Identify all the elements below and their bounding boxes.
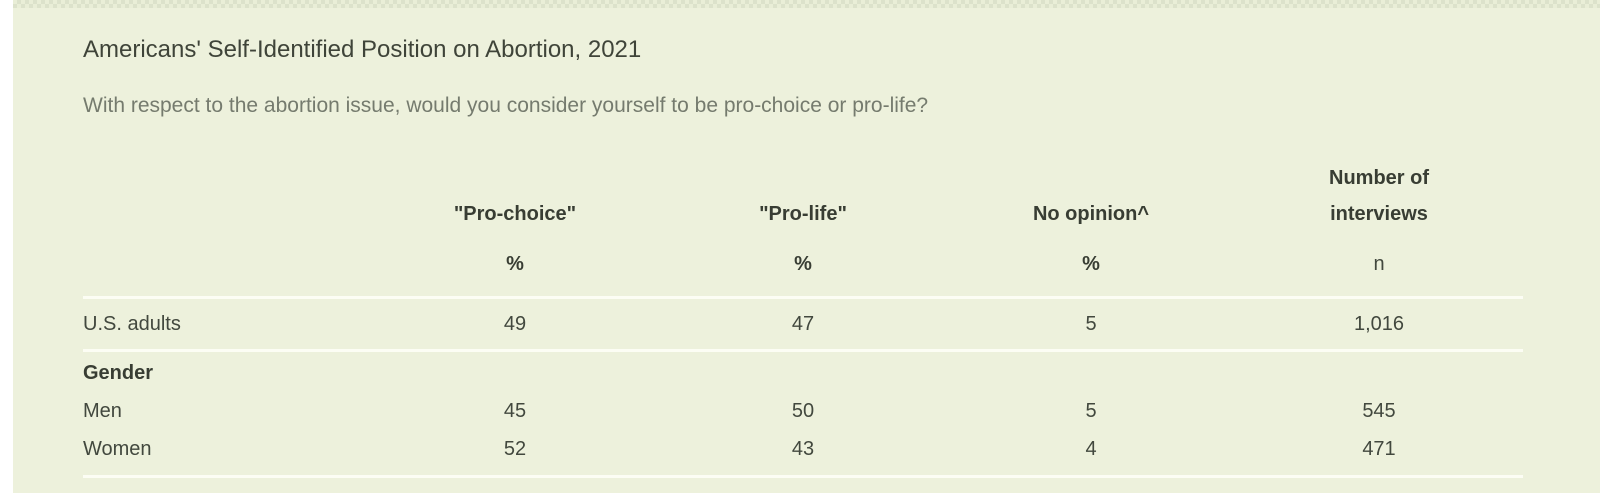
table-row-men: Men 45 50 5 545 — [83, 392, 1523, 430]
row-label-header-spacer — [83, 160, 371, 232]
unit-pro-life: % — [659, 232, 947, 299]
survey-table-card: Americans' Self-Identified Position on A… — [13, 0, 1600, 493]
column-header-number-of-interviews: Number of interviews — [1235, 160, 1523, 232]
unit-spacer — [83, 232, 371, 299]
column-header-label: "Pro-life" — [759, 203, 847, 225]
table-row-gender-section: Gender — [83, 351, 1523, 393]
cell-no-opinion: 4 — [947, 430, 1235, 478]
cell-pro-choice: 45 — [503, 400, 527, 422]
cell-pro-life: 50 — [791, 400, 815, 422]
card-content: Americans' Self-Identified Position on A… — [13, 36, 1600, 478]
column-header-line-top: Number of — [1329, 167, 1429, 189]
survey-results-table: "Pro-choice" "Pro-life" No opinion^ Numb… — [83, 160, 1523, 478]
empty-cell — [947, 351, 1235, 393]
cell-no-opinion: 5 — [1085, 400, 1097, 422]
empty-cell — [1235, 351, 1523, 393]
column-header-pro-choice: "Pro-choice" — [371, 160, 659, 232]
unit-pro-choice: % — [371, 232, 659, 299]
cell-no-opinion: 5 — [947, 297, 1235, 352]
cell-pro-choice: 49 — [371, 297, 659, 352]
row-label: Women — [83, 430, 371, 478]
table-header: "Pro-choice" "Pro-life" No opinion^ Numb… — [83, 160, 1523, 299]
column-header-label: interviews — [1330, 203, 1428, 225]
cell-n: 471 — [1235, 430, 1523, 478]
row-label: Men — [83, 400, 122, 422]
cell-n: 1,016 — [1235, 297, 1523, 352]
cell-pro-choice: 52 — [371, 430, 659, 478]
section-label: Gender — [83, 362, 154, 384]
column-header-row: "Pro-choice" "Pro-life" No opinion^ Numb… — [83, 160, 1523, 232]
survey-question-text: With respect to the abortion issue, woul… — [83, 94, 929, 117]
unit-n: n — [1235, 232, 1523, 299]
card-top-border-pattern — [13, 0, 1600, 8]
empty-cell — [371, 351, 659, 393]
unit-row: % % % n — [83, 232, 1523, 299]
cell-pro-life: 47 — [659, 297, 947, 352]
unit-no-opinion: % — [947, 232, 1235, 299]
page-title: Americans' Self-Identified Position on A… — [83, 36, 642, 63]
cell-pro-life: 43 — [659, 430, 947, 478]
empty-cell — [659, 351, 947, 393]
table-body: U.S. adults 49 47 5 1,016 Gender Men 45 — [83, 297, 1523, 478]
column-header-label: No opinion^ — [1032, 203, 1150, 225]
table-row-us-adults: U.S. adults 49 47 5 1,016 — [83, 297, 1523, 352]
column-header-no-opinion: No opinion^ — [947, 160, 1235, 232]
table-row-women: Women 52 43 4 471 — [83, 430, 1523, 478]
cell-n: 545 — [1362, 400, 1396, 422]
column-header-pro-life: "Pro-life" — [659, 160, 947, 232]
row-label: U.S. adults — [83, 297, 371, 352]
column-header-label: "Pro-choice" — [453, 203, 577, 225]
